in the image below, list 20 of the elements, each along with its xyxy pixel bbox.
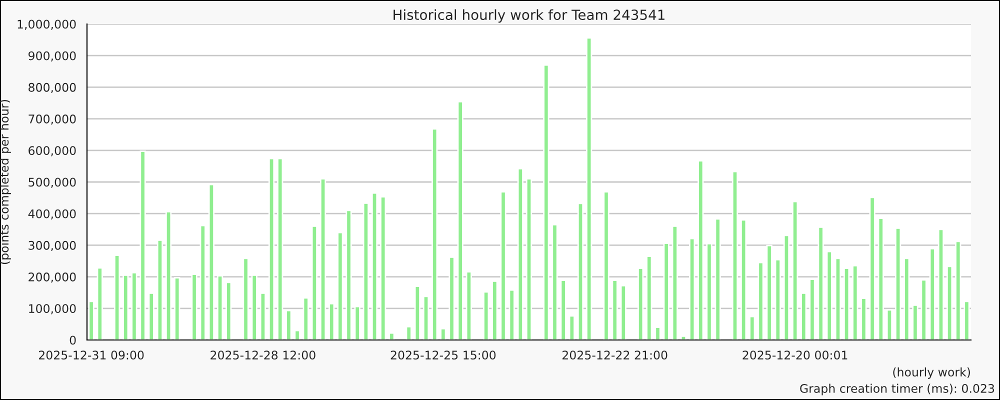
x-tick-label: 2025-12-28 12:00	[210, 350, 316, 360]
y-tick-label: 800,000	[28, 82, 76, 94]
y-tick-label: 400,000	[28, 209, 76, 220]
chart-title: Historical hourly work for Team 243541	[394, 9, 664, 23]
y-tick-label: 900,000	[28, 51, 76, 62]
x-axis-title: (hourly work)	[893, 367, 970, 379]
y-tick-label: 600,000	[28, 146, 76, 156]
text: Graph creation timer (ms): 0.023	[800, 384, 994, 396]
y-tick-label: 200,000	[28, 272, 76, 283]
x-tick-label: 2025-12-22 21:00	[562, 350, 668, 360]
y-tick-label: 0	[70, 336, 76, 345]
y-axis-title: (points completed per hour)	[0, 100, 11, 264]
y-tick-label: 100,000	[29, 304, 76, 314]
y-tick-label: 1,000,000	[18, 20, 76, 30]
y-tick-label: 700,000	[28, 114, 76, 125]
y-tick-label: 300,000	[28, 240, 76, 252]
y-tick-label: 500,000	[28, 178, 76, 188]
x-tick-label: 2025-12-31 09:00	[38, 350, 144, 360]
x-tick-label: 2025-12-20 00:01	[742, 350, 848, 360]
x-tick-label: 2025-12-25 15:00	[390, 350, 496, 360]
